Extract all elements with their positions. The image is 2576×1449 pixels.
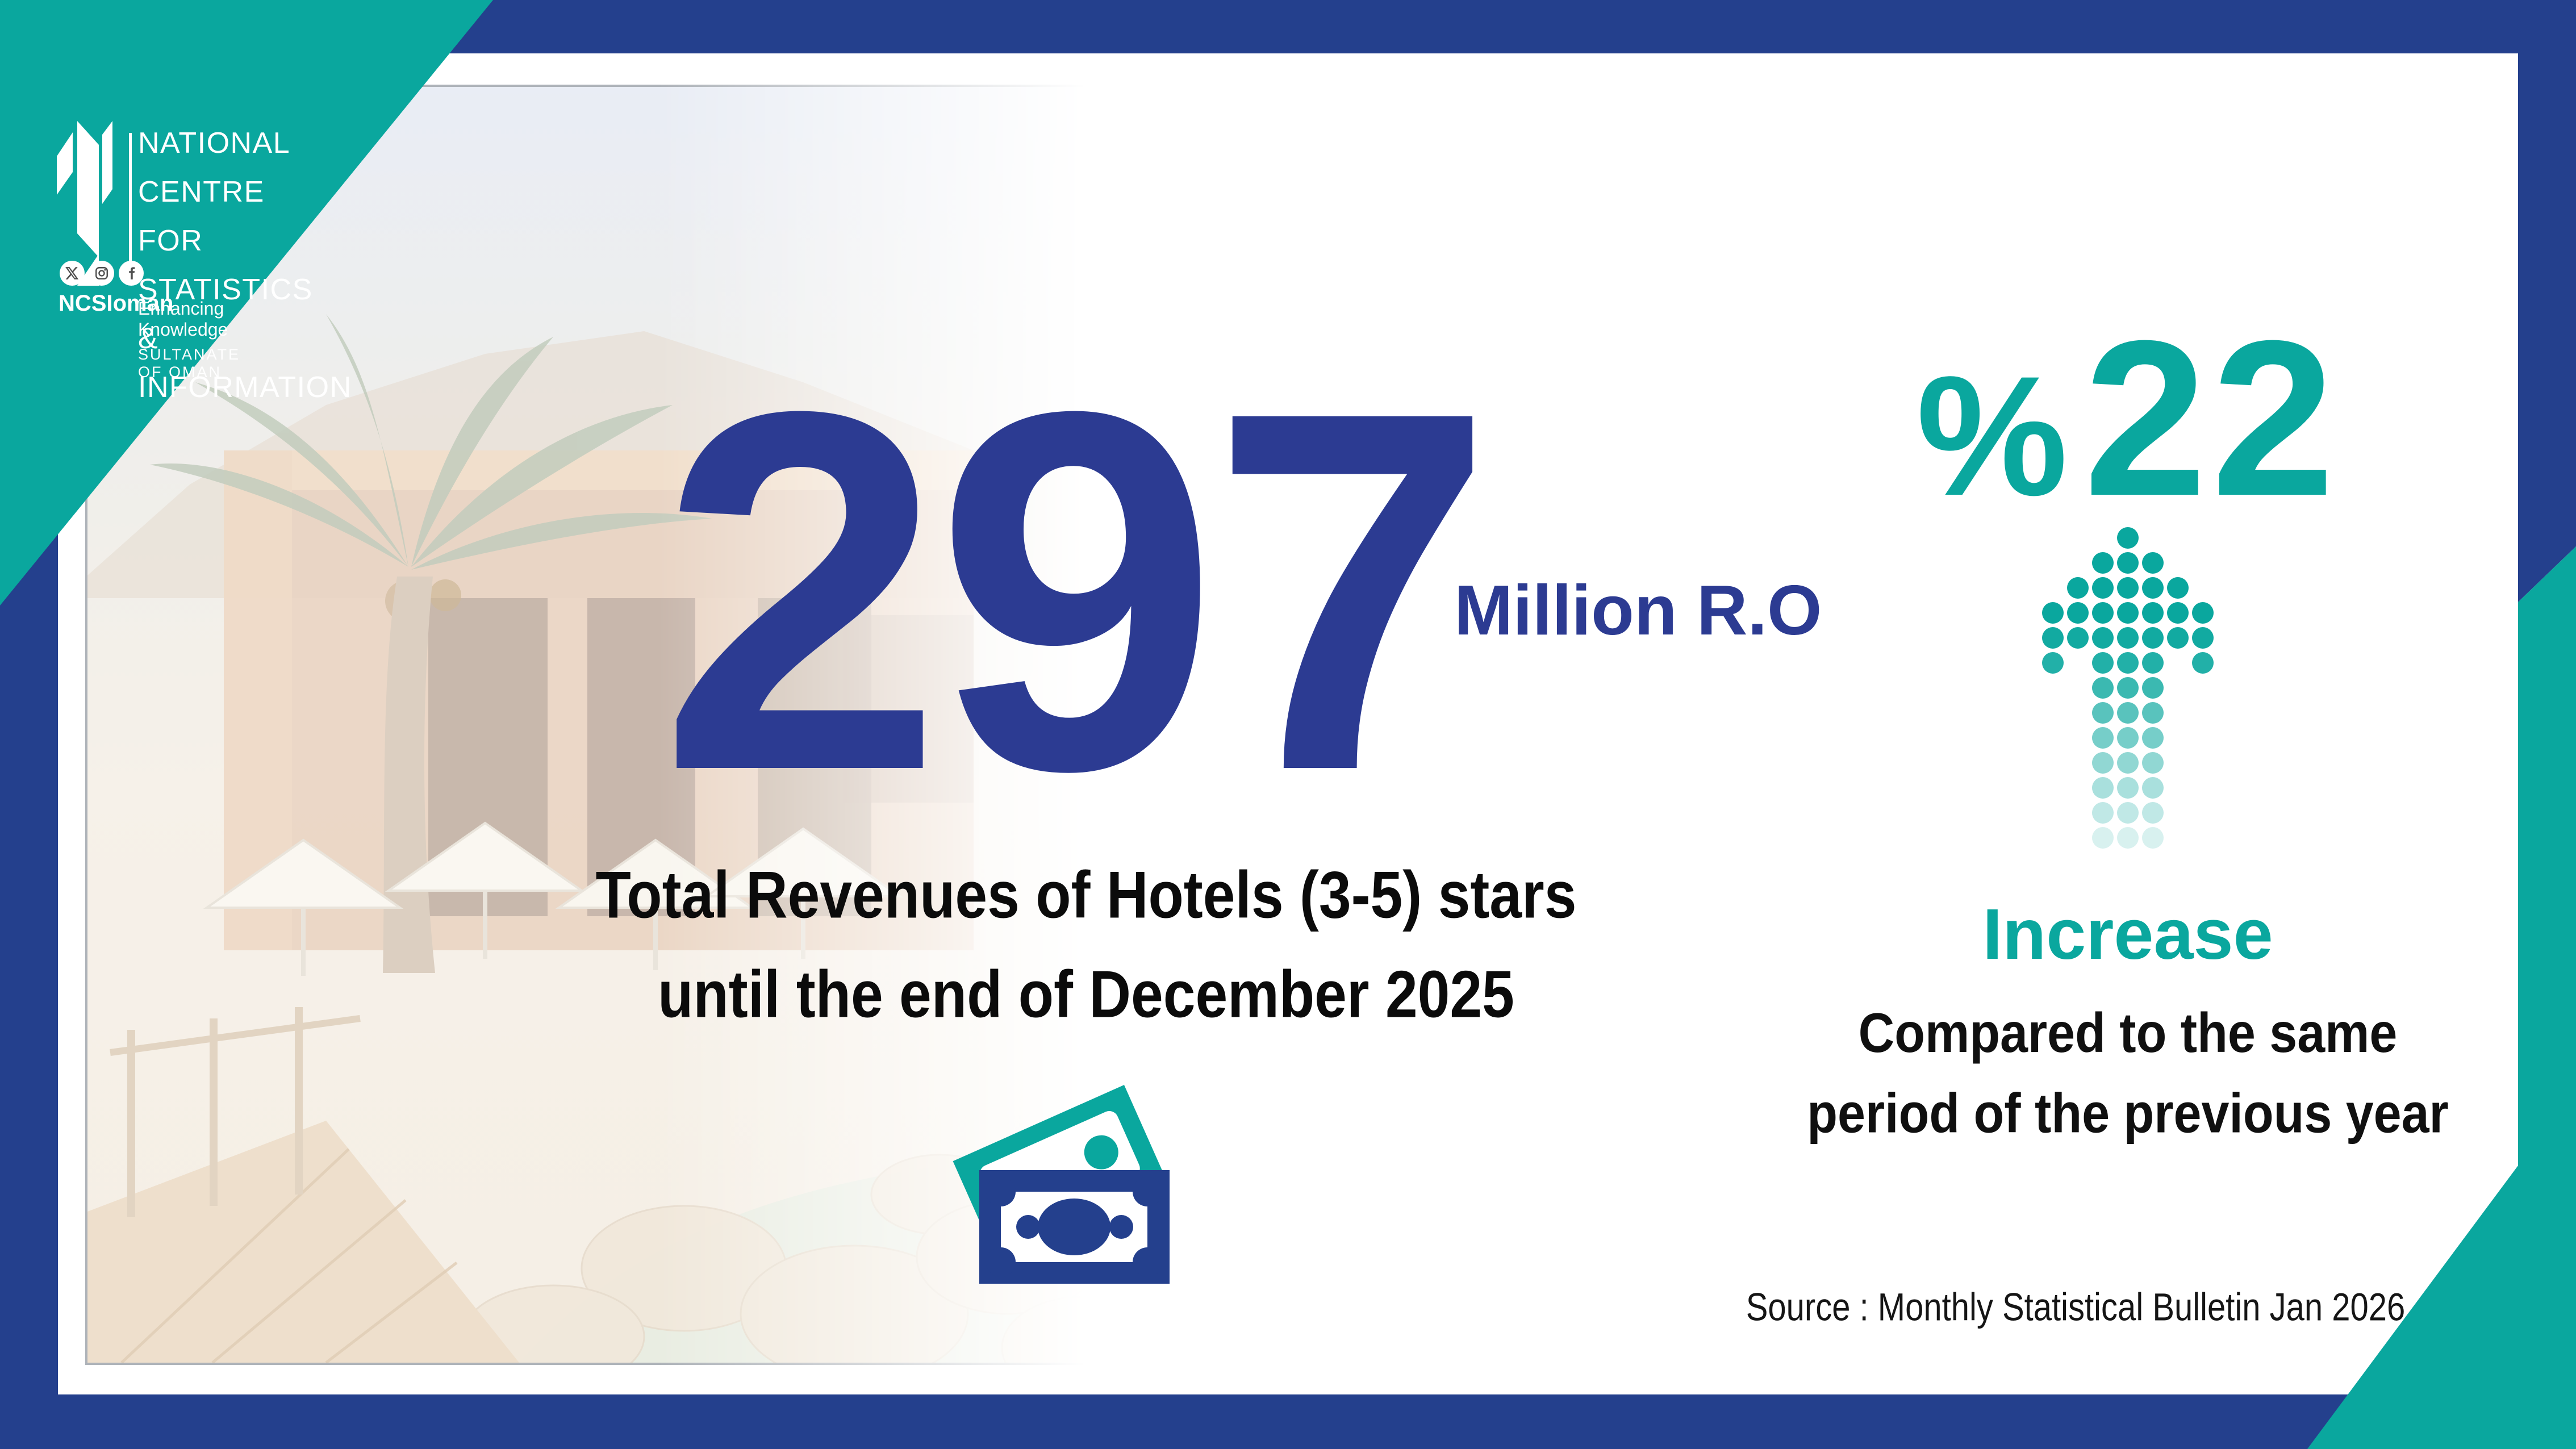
teal-top-left-triangle [0,0,493,606]
stat-description-line2: until the end of December 2025 [658,957,1514,1032]
percent-value: 22 [2084,294,2340,542]
money-banknotes-icon [953,1085,1170,1284]
instagram-icon [89,261,114,286]
increase-arrow-icon [2031,527,2224,851]
x-icon [60,261,85,286]
hotel-photo-scene [87,87,1125,1363]
logo-country: SULTANATE OF OMAN [138,346,241,381]
facebook-icon [119,261,144,286]
stat-description: Total Revenues of Hotels (3-5) stars unt… [596,845,1577,1044]
organization-name-line1: NATIONAL CENTRE [138,127,290,208]
organization-name-line3: & INFORMATION [138,322,352,404]
ncsi-logo-icon [57,121,112,286]
social-handle: NCSIoman [59,291,174,316]
revenue-value: 297 [659,305,1495,876]
teal-bottom-right-shape [2307,546,2576,1449]
revenue-unit: Million R.O [1454,571,1822,650]
comparison-line2: period of the previous year [1807,1081,2449,1145]
social-icons-row [60,261,144,286]
comparison-text: Compared to the same period of the previ… [1807,993,2449,1153]
hotel-photo [85,85,1128,1365]
hotel-photo-canvas [85,85,1128,1365]
logo-tagline: Enhancing Knowledge [138,298,228,340]
organization-name-line2: FOR STATISTICS [138,224,313,306]
percent-symbol: % [1916,340,2068,531]
percent-change-row: %22 [1917,307,2340,603]
organization-name: NATIONAL CENTRE FOR STATISTICS & INFORMA… [138,119,352,412]
comparison-line1: Compared to the same [1858,1001,2398,1064]
logo-divider [129,133,132,262]
stat-description-line1: Total Revenues of Hotels (3-5) stars [595,857,1577,932]
increase-label: Increase [1982,894,2273,974]
source-caption: Source : Monthly Statistical Bulletin Ja… [1746,1285,2406,1329]
